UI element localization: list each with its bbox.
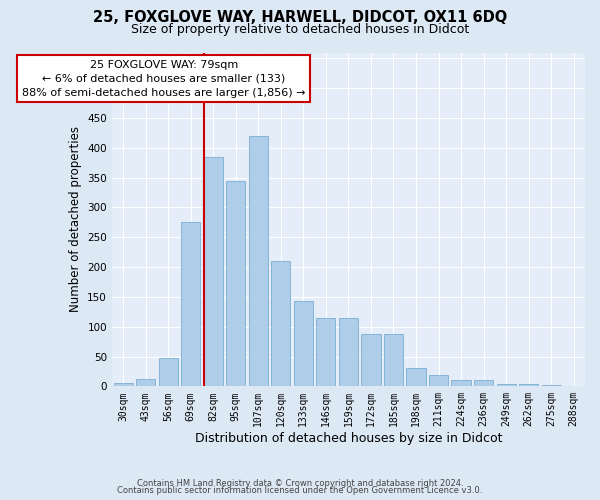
Text: 25 FOXGLOVE WAY: 79sqm
← 6% of detached houses are smaller (133)
88% of semi-det: 25 FOXGLOVE WAY: 79sqm ← 6% of detached … xyxy=(22,60,305,98)
Bar xyxy=(249,136,268,386)
Bar xyxy=(181,222,200,386)
Bar xyxy=(226,180,245,386)
Bar xyxy=(339,318,358,386)
Bar xyxy=(406,368,425,386)
Text: Contains HM Land Registry data © Crown copyright and database right 2024.: Contains HM Land Registry data © Crown c… xyxy=(137,478,463,488)
Y-axis label: Number of detached properties: Number of detached properties xyxy=(68,126,82,312)
Bar xyxy=(519,384,538,386)
Bar xyxy=(542,385,561,386)
Bar xyxy=(158,358,178,386)
Bar xyxy=(316,318,335,386)
Bar xyxy=(203,157,223,386)
Text: Contains public sector information licensed under the Open Government Licence v3: Contains public sector information licen… xyxy=(118,486,482,495)
Bar xyxy=(136,379,155,386)
Text: 25, FOXGLOVE WAY, HARWELL, DIDCOT, OX11 6DQ: 25, FOXGLOVE WAY, HARWELL, DIDCOT, OX11 … xyxy=(93,10,507,25)
Bar xyxy=(451,380,470,386)
Bar xyxy=(429,375,448,386)
Bar xyxy=(474,380,493,386)
Bar xyxy=(113,384,133,386)
Text: Size of property relative to detached houses in Didcot: Size of property relative to detached ho… xyxy=(131,22,469,36)
Bar xyxy=(497,384,516,386)
Bar xyxy=(271,261,290,386)
Bar xyxy=(294,301,313,386)
Bar xyxy=(361,334,380,386)
X-axis label: Distribution of detached houses by size in Didcot: Distribution of detached houses by size … xyxy=(194,432,502,445)
Bar xyxy=(384,334,403,386)
